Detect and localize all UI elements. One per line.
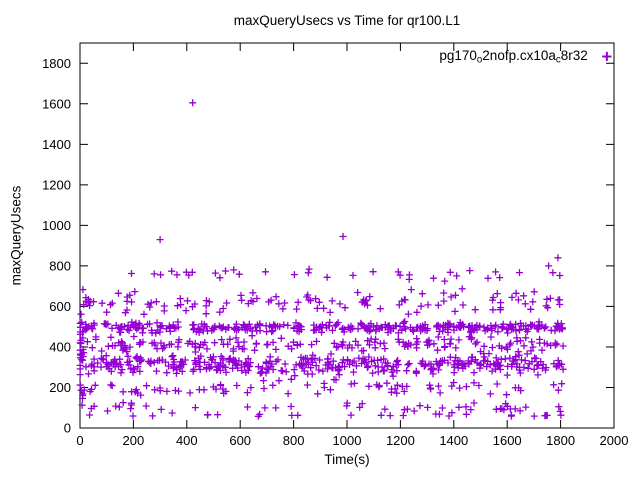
svg-text:0: 0: [64, 421, 71, 436]
svg-text:1800: 1800: [546, 433, 575, 448]
y-axis-label: maxQueryUsecs: [8, 185, 24, 286]
svg-text:1400: 1400: [439, 433, 468, 448]
svg-text:200: 200: [123, 433, 145, 448]
svg-text:1000: 1000: [42, 218, 71, 233]
svg-text:1200: 1200: [386, 433, 415, 448]
svg-text:800: 800: [283, 433, 305, 448]
svg-text:1800: 1800: [42, 56, 71, 71]
svg-text:600: 600: [49, 299, 71, 314]
svg-text:1600: 1600: [493, 433, 522, 448]
x-axis-label: Time(s): [324, 452, 370, 467]
svg-text:1200: 1200: [42, 177, 71, 192]
svg-text:1600: 1600: [42, 96, 71, 111]
legend-series-label: pg170o2nofp.cx10ac8r32: [439, 48, 588, 66]
svg-text:800: 800: [49, 258, 71, 273]
svg-text:1400: 1400: [42, 137, 71, 152]
svg-text:2000: 2000: [600, 433, 629, 448]
svg-text:400: 400: [176, 433, 198, 448]
svg-text:400: 400: [49, 339, 71, 354]
svg-text:1000: 1000: [333, 433, 362, 448]
svg-text:600: 600: [229, 433, 251, 448]
legend: pg170o2nofp.cx10ac8r32 +: [439, 48, 612, 66]
chart-title: maxQueryUsecs vs Time for qr100.L1: [233, 13, 461, 28]
plus-marker-icon: +: [601, 47, 612, 67]
svg-text:0: 0: [76, 433, 83, 448]
svg-text:200: 200: [49, 380, 71, 395]
